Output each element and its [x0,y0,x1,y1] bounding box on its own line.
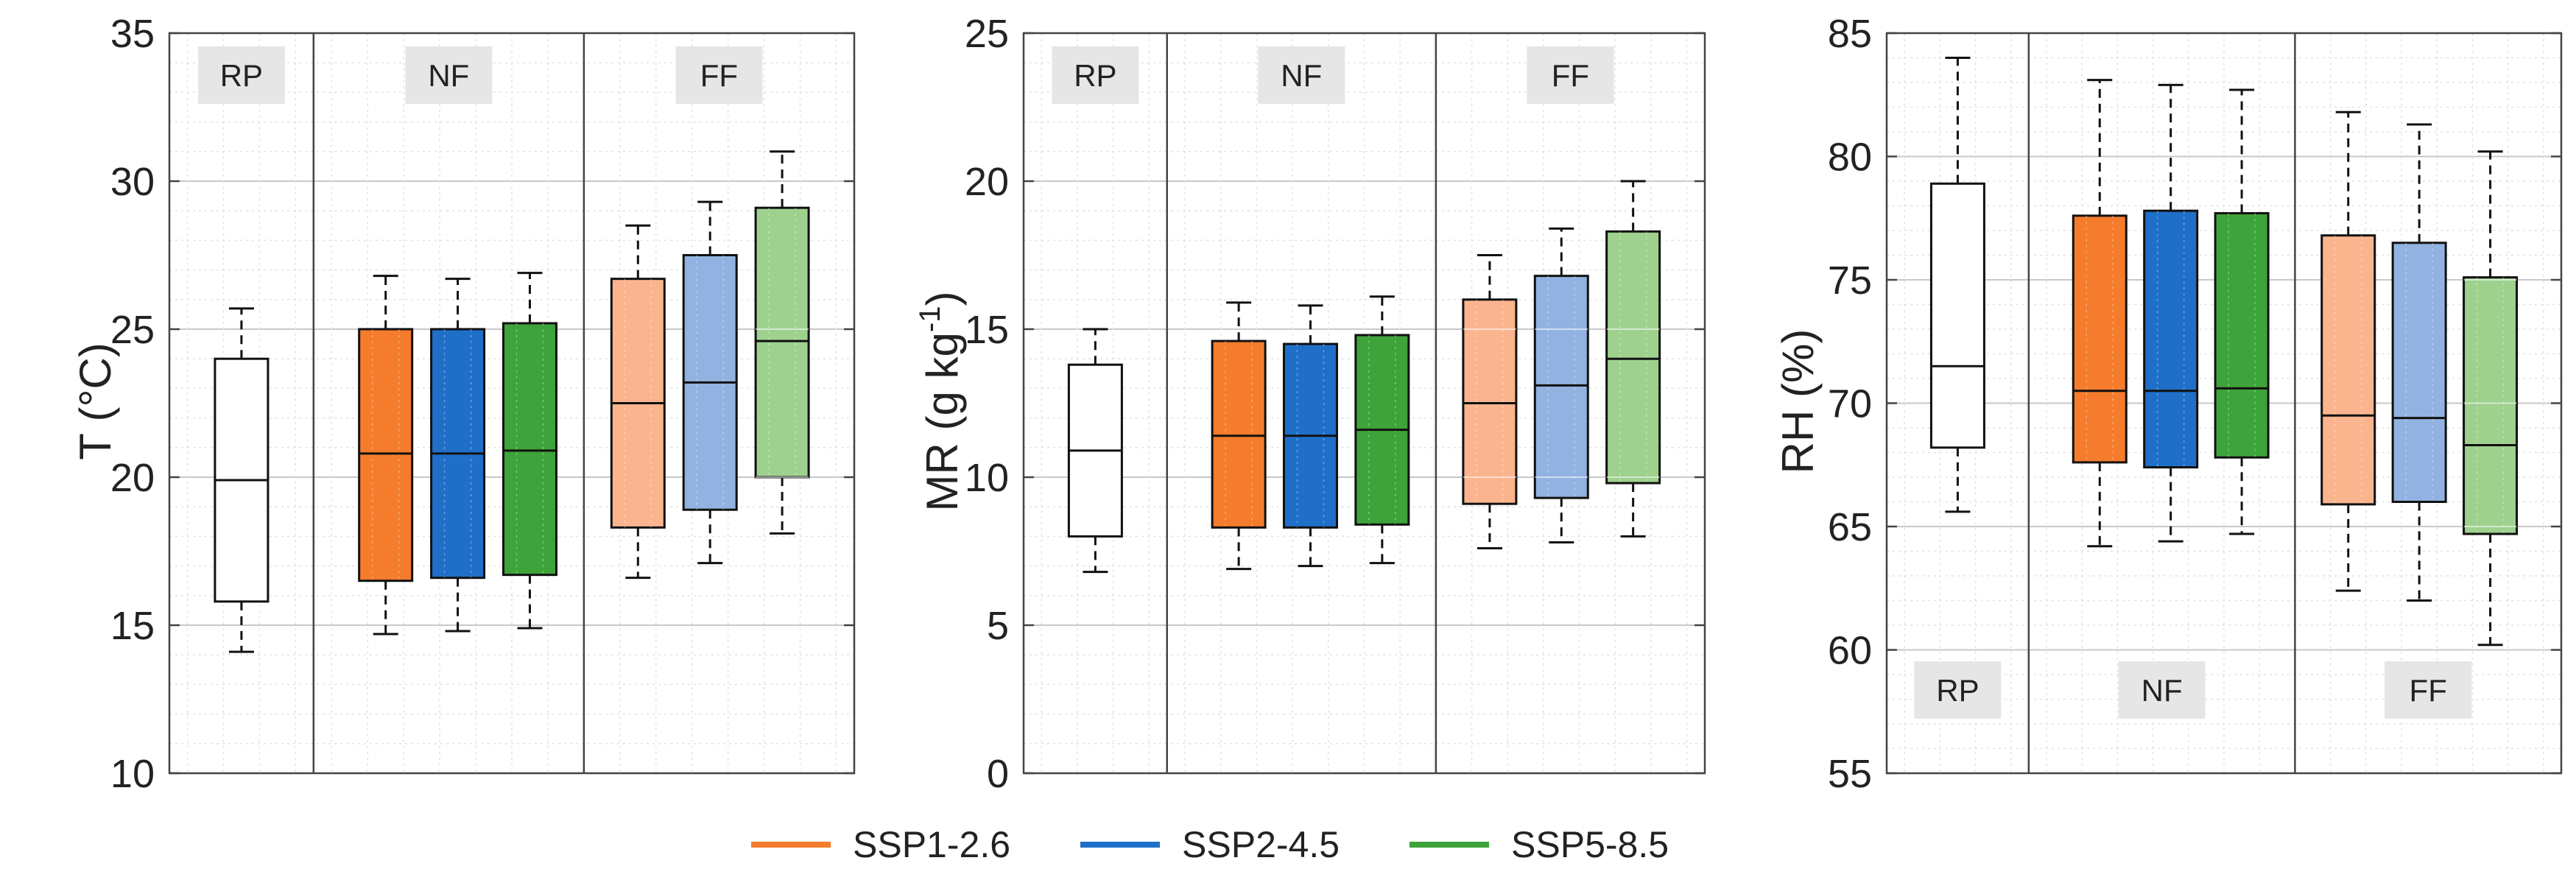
y-tick-label: 25 [110,308,155,352]
period-label-ff: FF [2410,673,2447,708]
box-iqr [2143,209,2199,469]
y-axis-label: T (°C) [71,342,120,460]
box-3 [430,278,486,633]
box-iqr [2214,212,2270,459]
y-tick-label: 20 [110,456,155,500]
y-tick-label: 10 [110,752,155,796]
box-iqr [2391,242,2447,503]
box-6 [1533,227,1589,543]
legend-label-ssp2-4.5: SSP2-4.5 [1182,824,1340,865]
y-tick-label: 15 [965,308,1009,352]
period-label-bg-nf [1258,46,1345,104]
y-axis-label: RH (%) [1773,329,1823,474]
period-label-ff: FF [700,58,738,93]
period-label-bg-ff [2385,661,2472,719]
box-iqr [1605,230,1661,485]
y-tick-label: 75 [1828,258,1872,303]
box-2 [358,275,414,636]
period-label-nf: NF [2142,673,2183,708]
legend-item-ssp1-2.6: SSP1-2.6 [751,823,1010,866]
box-4 [1354,295,1410,565]
box-iqr [2463,276,2519,535]
box-1 [1067,328,1123,574]
y-tick-label: 60 [1828,629,1872,673]
box-7 [754,150,810,535]
y-axis-label: MR (g kg-1) [914,292,967,512]
legend-swatch-ssp5-8.5 [1410,842,1490,848]
box-2 [1211,301,1267,571]
box-iqr [1533,275,1589,499]
axes-frame [168,32,856,775]
box-5 [610,224,666,580]
box-iqr [2320,234,2376,506]
y-tick-label: 20 [965,160,1009,204]
legend-item-ssp5-8.5: SSP5-8.5 [1410,823,1669,866]
chart-panel-2: RP NF FF 0 5 10 15 20 25 MR (g kg-1) [914,12,1706,796]
box-iqr [754,206,810,479]
box-5 [1462,254,1518,549]
legend: SSP1-2.6 SSP2-4.5 SSP5-8.5 [751,819,1669,870]
box-7 [2463,150,2519,647]
y-tick-label: 35 [110,12,155,56]
y-tick-label: 70 [1828,382,1872,426]
box-iqr [2072,214,2128,464]
y-tick-label: 80 [1828,135,1872,180]
axes-frame [1022,32,1706,775]
box-6 [682,200,738,565]
y-tick-label: 25 [965,12,1009,56]
y-tick-label: 15 [110,604,155,648]
box-iqr [502,322,557,577]
chart-panel-1: RP NF FF 10 15 20 25 30 35 T (°C) [71,12,856,796]
legend-label-ssp1-2.6: SSP1-2.6 [853,824,1011,865]
y-tick-label: 5 [987,604,1009,648]
box-4 [2214,88,2270,535]
y-tick-label: 10 [965,456,1009,500]
legend-label-ssp5-8.5: SSP5-8.5 [1511,824,1669,865]
period-label-bg-rp [1914,661,2002,719]
y-tick-label: 55 [1828,752,1872,796]
y-tick-label: 0 [987,752,1009,796]
period-label-rp: RP [1936,673,1979,708]
y-tick-label: 65 [1828,505,1872,549]
period-label-bg-rp [1052,46,1139,104]
period-label-nf: NF [428,58,469,93]
y-tick-label: 85 [1828,12,1872,56]
box-iqr [1211,339,1267,529]
period-label-bg-ff [675,46,763,104]
period-label-bg-ff [1527,46,1614,104]
legend-swatch-ssp1-2.6 [751,842,831,848]
chart-panel-3: RP NF FF 55 60 65 70 75 80 85 RH (%) [1773,12,2563,796]
box-iqr [358,328,414,582]
box-2 [2072,79,2128,548]
period-label-ff: FF [1552,58,1589,93]
box-6 [2391,123,2447,602]
box-iqr [1462,298,1518,505]
y-tick-label: 30 [110,160,155,204]
box-3 [1282,304,1338,568]
period-label-bg-nf [2118,661,2206,719]
box-7 [1605,180,1661,538]
legend-item-ssp2-4.5: SSP2-4.5 [1080,823,1340,866]
period-label-bg-nf [405,46,493,104]
box-1 [1929,57,1985,513]
period-label-rp: RP [1074,58,1116,93]
box-4 [502,272,557,630]
period-label-rp: RP [220,58,263,93]
box-1 [214,307,270,653]
box-5 [2320,110,2376,592]
period-label-bg-rp [197,46,285,104]
period-label-nf: NF [1281,58,1322,93]
box-3 [2143,83,2199,543]
box-iqr [1929,182,1985,449]
legend-swatch-ssp2-4.5 [1080,842,1161,848]
